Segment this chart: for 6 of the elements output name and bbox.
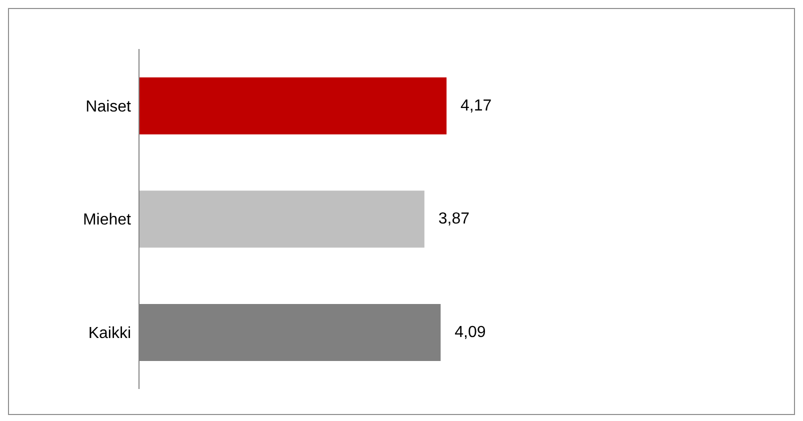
data-label: 4,09 — [454, 324, 486, 341]
y-tick-label: Naiset — [86, 98, 132, 116]
y-tick-label: Miehet — [82, 212, 132, 229]
data-label: 3,87 — [438, 210, 470, 228]
data-label: 4,17 — [460, 97, 492, 114]
y-tick-label: Kaikki — [88, 325, 131, 342]
